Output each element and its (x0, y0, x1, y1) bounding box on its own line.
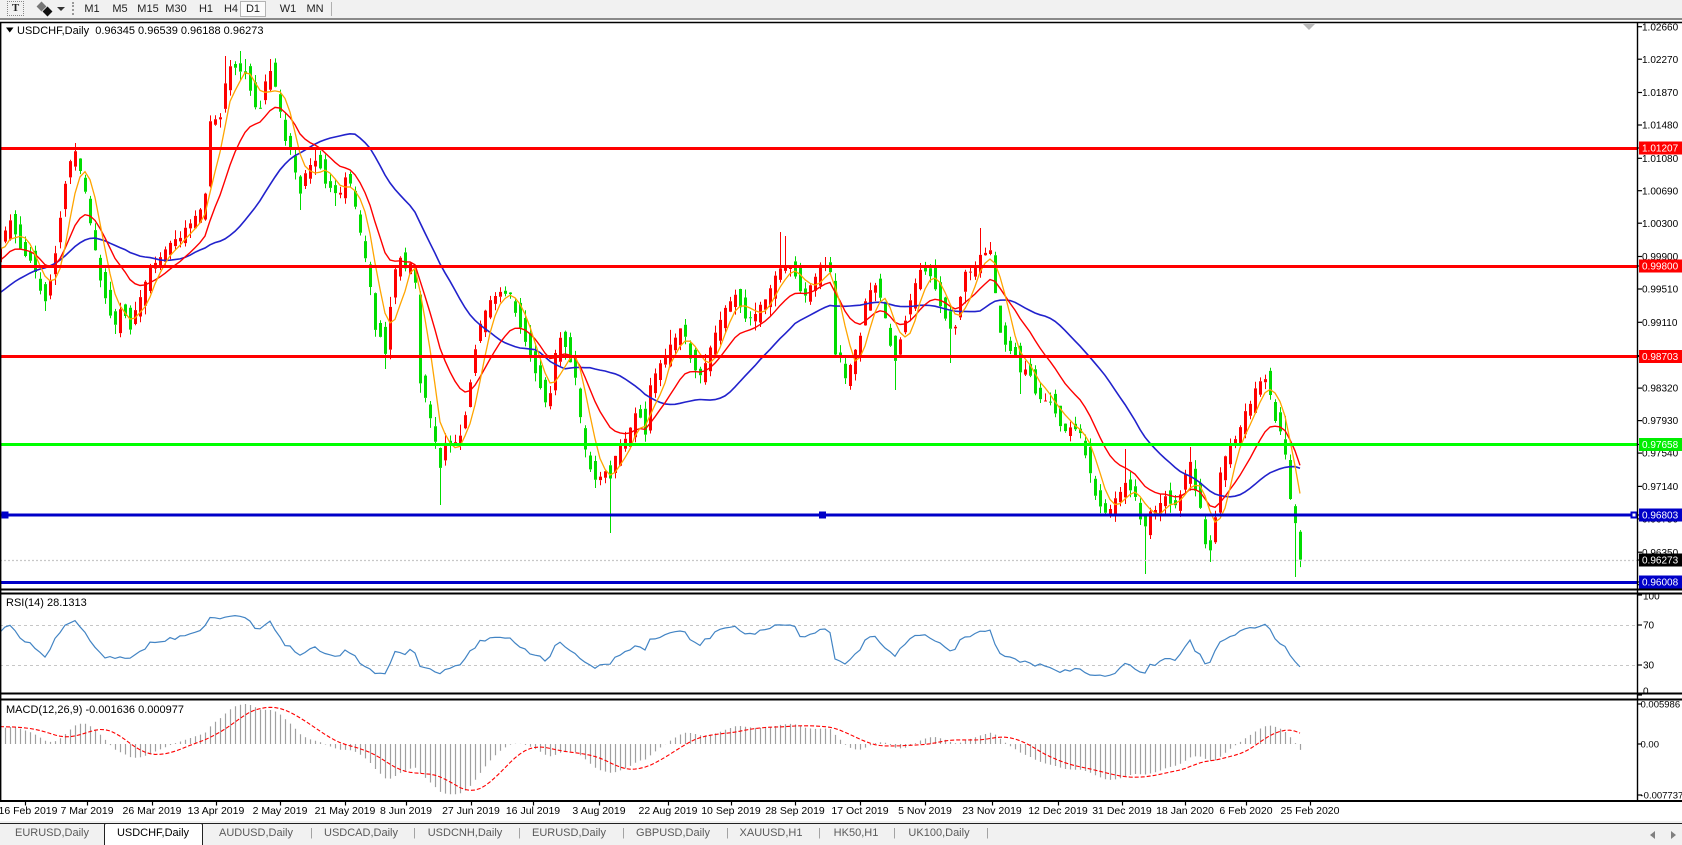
svg-text:17 Oct 2019: 17 Oct 2019 (831, 805, 888, 817)
svg-text:0.00: 0.00 (1641, 739, 1660, 750)
svg-text:0.96008: 0.96008 (1642, 578, 1679, 589)
svg-text:1.01480: 1.01480 (1642, 121, 1679, 132)
svg-text:10 Sep 2019: 10 Sep 2019 (701, 805, 761, 817)
svg-text:MACD(12,26,9) -0.001636 0.0009: MACD(12,26,9) -0.001636 0.000977 (6, 704, 184, 716)
svg-text:16 Feb 2019: 16 Feb 2019 (0, 805, 58, 817)
svg-text:0: 0 (1643, 687, 1649, 698)
svg-text:1.02660: 1.02660 (1642, 22, 1679, 33)
svg-text:0.005986: 0.005986 (1641, 699, 1681, 710)
svg-text:0.98703: 0.98703 (1642, 352, 1679, 363)
svg-text:0.96273: 0.96273 (1642, 556, 1679, 567)
svg-text:0.99510: 0.99510 (1642, 285, 1679, 296)
svg-text:1.01870: 1.01870 (1642, 88, 1679, 99)
svg-text:1.01207: 1.01207 (1642, 144, 1679, 155)
svg-text:-0.007737: -0.007737 (1641, 790, 1682, 801)
svg-text:31 Dec 2019: 31 Dec 2019 (1092, 805, 1152, 817)
svg-text:1.00300: 1.00300 (1642, 219, 1679, 230)
svg-text:USDCHF,Daily 0.96345 0.96539: USDCHF,Daily 0.96345 0.96539 0.96188 0.9… (17, 25, 263, 37)
svg-text:25 Feb 2020: 25 Feb 2020 (1281, 805, 1340, 817)
svg-text:1.01080: 1.01080 (1642, 154, 1679, 165)
svg-text:70: 70 (1643, 621, 1655, 632)
svg-text:0.96803: 0.96803 (1642, 511, 1679, 522)
svg-text:100: 100 (1643, 592, 1660, 603)
svg-text:12 Dec 2019: 12 Dec 2019 (1028, 805, 1088, 817)
svg-text:8 Jun 2019: 8 Jun 2019 (380, 805, 432, 817)
svg-text:7 Mar 2019: 7 Mar 2019 (60, 805, 113, 817)
svg-text:0.97540: 0.97540 (1642, 449, 1679, 460)
svg-text:21 May 2019: 21 May 2019 (315, 805, 376, 817)
svg-text:26 Mar 2019: 26 Mar 2019 (123, 805, 182, 817)
svg-text:3 Aug 2019: 3 Aug 2019 (572, 805, 625, 817)
svg-text:RSI(14) 28.1313: RSI(14) 28.1313 (6, 597, 87, 609)
svg-text:1.00690: 1.00690 (1642, 186, 1679, 197)
svg-text:0.99800: 0.99800 (1642, 262, 1679, 273)
svg-text:0.97930: 0.97930 (1642, 416, 1679, 427)
svg-text:6 Feb 2020: 6 Feb 2020 (1219, 805, 1272, 817)
svg-text:23 Nov 2019: 23 Nov 2019 (962, 805, 1022, 817)
svg-text:0.97140: 0.97140 (1642, 482, 1679, 493)
svg-text:2 May 2019: 2 May 2019 (253, 805, 308, 817)
svg-text:0.97658: 0.97658 (1642, 440, 1679, 451)
svg-text:0.99110: 0.99110 (1642, 318, 1678, 329)
svg-text:13 Apr 2019: 13 Apr 2019 (188, 805, 245, 817)
svg-text:30: 30 (1643, 661, 1655, 672)
svg-text:28 Sep 2019: 28 Sep 2019 (765, 805, 825, 817)
svg-text:1.02270: 1.02270 (1642, 55, 1679, 66)
svg-text:0.99900: 0.99900 (1642, 252, 1679, 263)
svg-text:27 Jun 2019: 27 Jun 2019 (442, 805, 500, 817)
svg-text:0.98320: 0.98320 (1642, 384, 1679, 395)
svg-text:0.96350: 0.96350 (1642, 548, 1679, 559)
svg-text:16 Jul 2019: 16 Jul 2019 (506, 805, 560, 817)
svg-text:22 Aug 2019: 22 Aug 2019 (639, 805, 698, 817)
svg-text:5 Nov 2019: 5 Nov 2019 (898, 805, 952, 817)
svg-text:18 Jan 2020: 18 Jan 2020 (1156, 805, 1214, 817)
